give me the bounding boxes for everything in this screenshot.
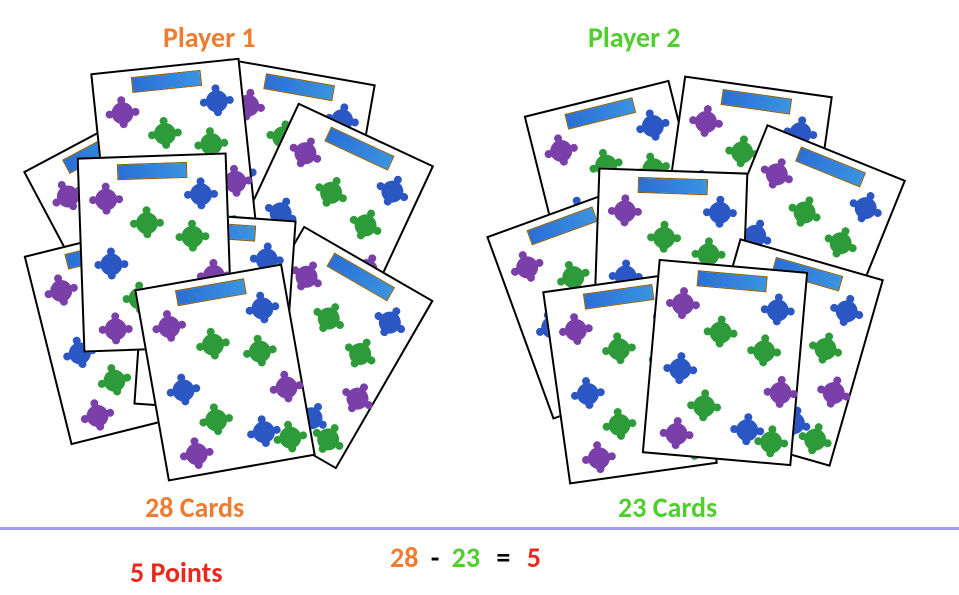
equation-minus: - (431, 540, 440, 575)
splat-icon (586, 446, 611, 471)
splat-icon (833, 298, 860, 325)
splat-icon (291, 139, 320, 168)
player1-label: Player 1 (163, 20, 256, 55)
splat-icon (104, 318, 127, 341)
splat-icon (205, 89, 229, 113)
player2-label: Player 2 (588, 20, 681, 55)
splat-icon (766, 298, 790, 322)
card-logo (263, 73, 335, 101)
splat-icon (203, 408, 228, 433)
splat-icon (345, 339, 375, 369)
splat-icon (278, 425, 303, 450)
splat-icon (157, 314, 182, 339)
splat-icon (790, 198, 819, 227)
card-logo (721, 89, 793, 115)
splat-icon (614, 200, 637, 223)
splat-icon (351, 211, 380, 240)
splat-icon (668, 357, 692, 381)
splat-icon (250, 296, 275, 321)
score-equation: 28 - 23 = 5 (390, 540, 541, 575)
points-label: 5 Points (130, 555, 223, 590)
splat-icon (274, 375, 299, 400)
splat-icon (100, 253, 123, 276)
equation-equals: = (496, 540, 510, 575)
splat-icon (110, 101, 134, 125)
card-logo (638, 177, 709, 195)
splat-icon (763, 160, 792, 189)
splat-icon (709, 201, 732, 224)
splat-icon (378, 177, 407, 206)
card-logo (526, 206, 597, 245)
equation-left: 28 (390, 540, 418, 575)
splat-icon (820, 379, 847, 406)
player1-card-count: 28 Cards (145, 490, 244, 525)
card-logo (795, 146, 866, 187)
splat-icon (653, 226, 676, 249)
splat-icon (694, 110, 719, 135)
splat-icon (153, 122, 177, 146)
splat-icon (95, 188, 118, 211)
splat-icon (607, 337, 632, 362)
divider-line (0, 527, 959, 530)
splat-icon (190, 183, 213, 206)
splat-icon (548, 138, 575, 165)
splat-icon (812, 335, 839, 362)
splat-icon (84, 403, 111, 430)
equation-right: 23 (452, 540, 480, 575)
splat-icon (752, 339, 776, 363)
splat-icon (709, 321, 733, 345)
splat-icon (607, 412, 632, 437)
splat-icon (314, 303, 344, 333)
splat-icon (640, 113, 667, 140)
splat-icon (101, 367, 128, 394)
player2-card-count: 23 Cards (618, 490, 717, 525)
splat-icon (313, 424, 343, 454)
splat-icon (292, 262, 322, 292)
splat-icon (563, 318, 588, 343)
splat-icon (851, 194, 880, 223)
splat-icon (665, 422, 689, 446)
splat-icon (200, 332, 225, 357)
splat-icon (317, 178, 346, 207)
splat-icon (247, 339, 272, 364)
splat-icon (181, 225, 204, 248)
splat-icon (575, 382, 600, 407)
card-logo (117, 162, 188, 180)
card-logo (131, 70, 202, 93)
card-logo (697, 270, 768, 292)
splat-icon (671, 292, 695, 316)
splat-icon (769, 381, 793, 405)
playing-card (642, 259, 808, 466)
splat-icon (513, 253, 541, 281)
splat-icon (136, 212, 159, 235)
card-logo (324, 127, 394, 171)
card-logo (175, 278, 247, 306)
splat-icon (375, 308, 405, 338)
splat-icon (48, 278, 75, 305)
splat-icon (826, 229, 855, 258)
splat-icon (692, 394, 716, 418)
equation-result: 5 (527, 540, 541, 575)
card-logo (583, 284, 655, 310)
splat-icon (342, 384, 372, 414)
splat-icon (171, 378, 196, 403)
card-logo (564, 97, 636, 129)
splat-icon (184, 441, 209, 466)
splat-icon (759, 430, 783, 454)
